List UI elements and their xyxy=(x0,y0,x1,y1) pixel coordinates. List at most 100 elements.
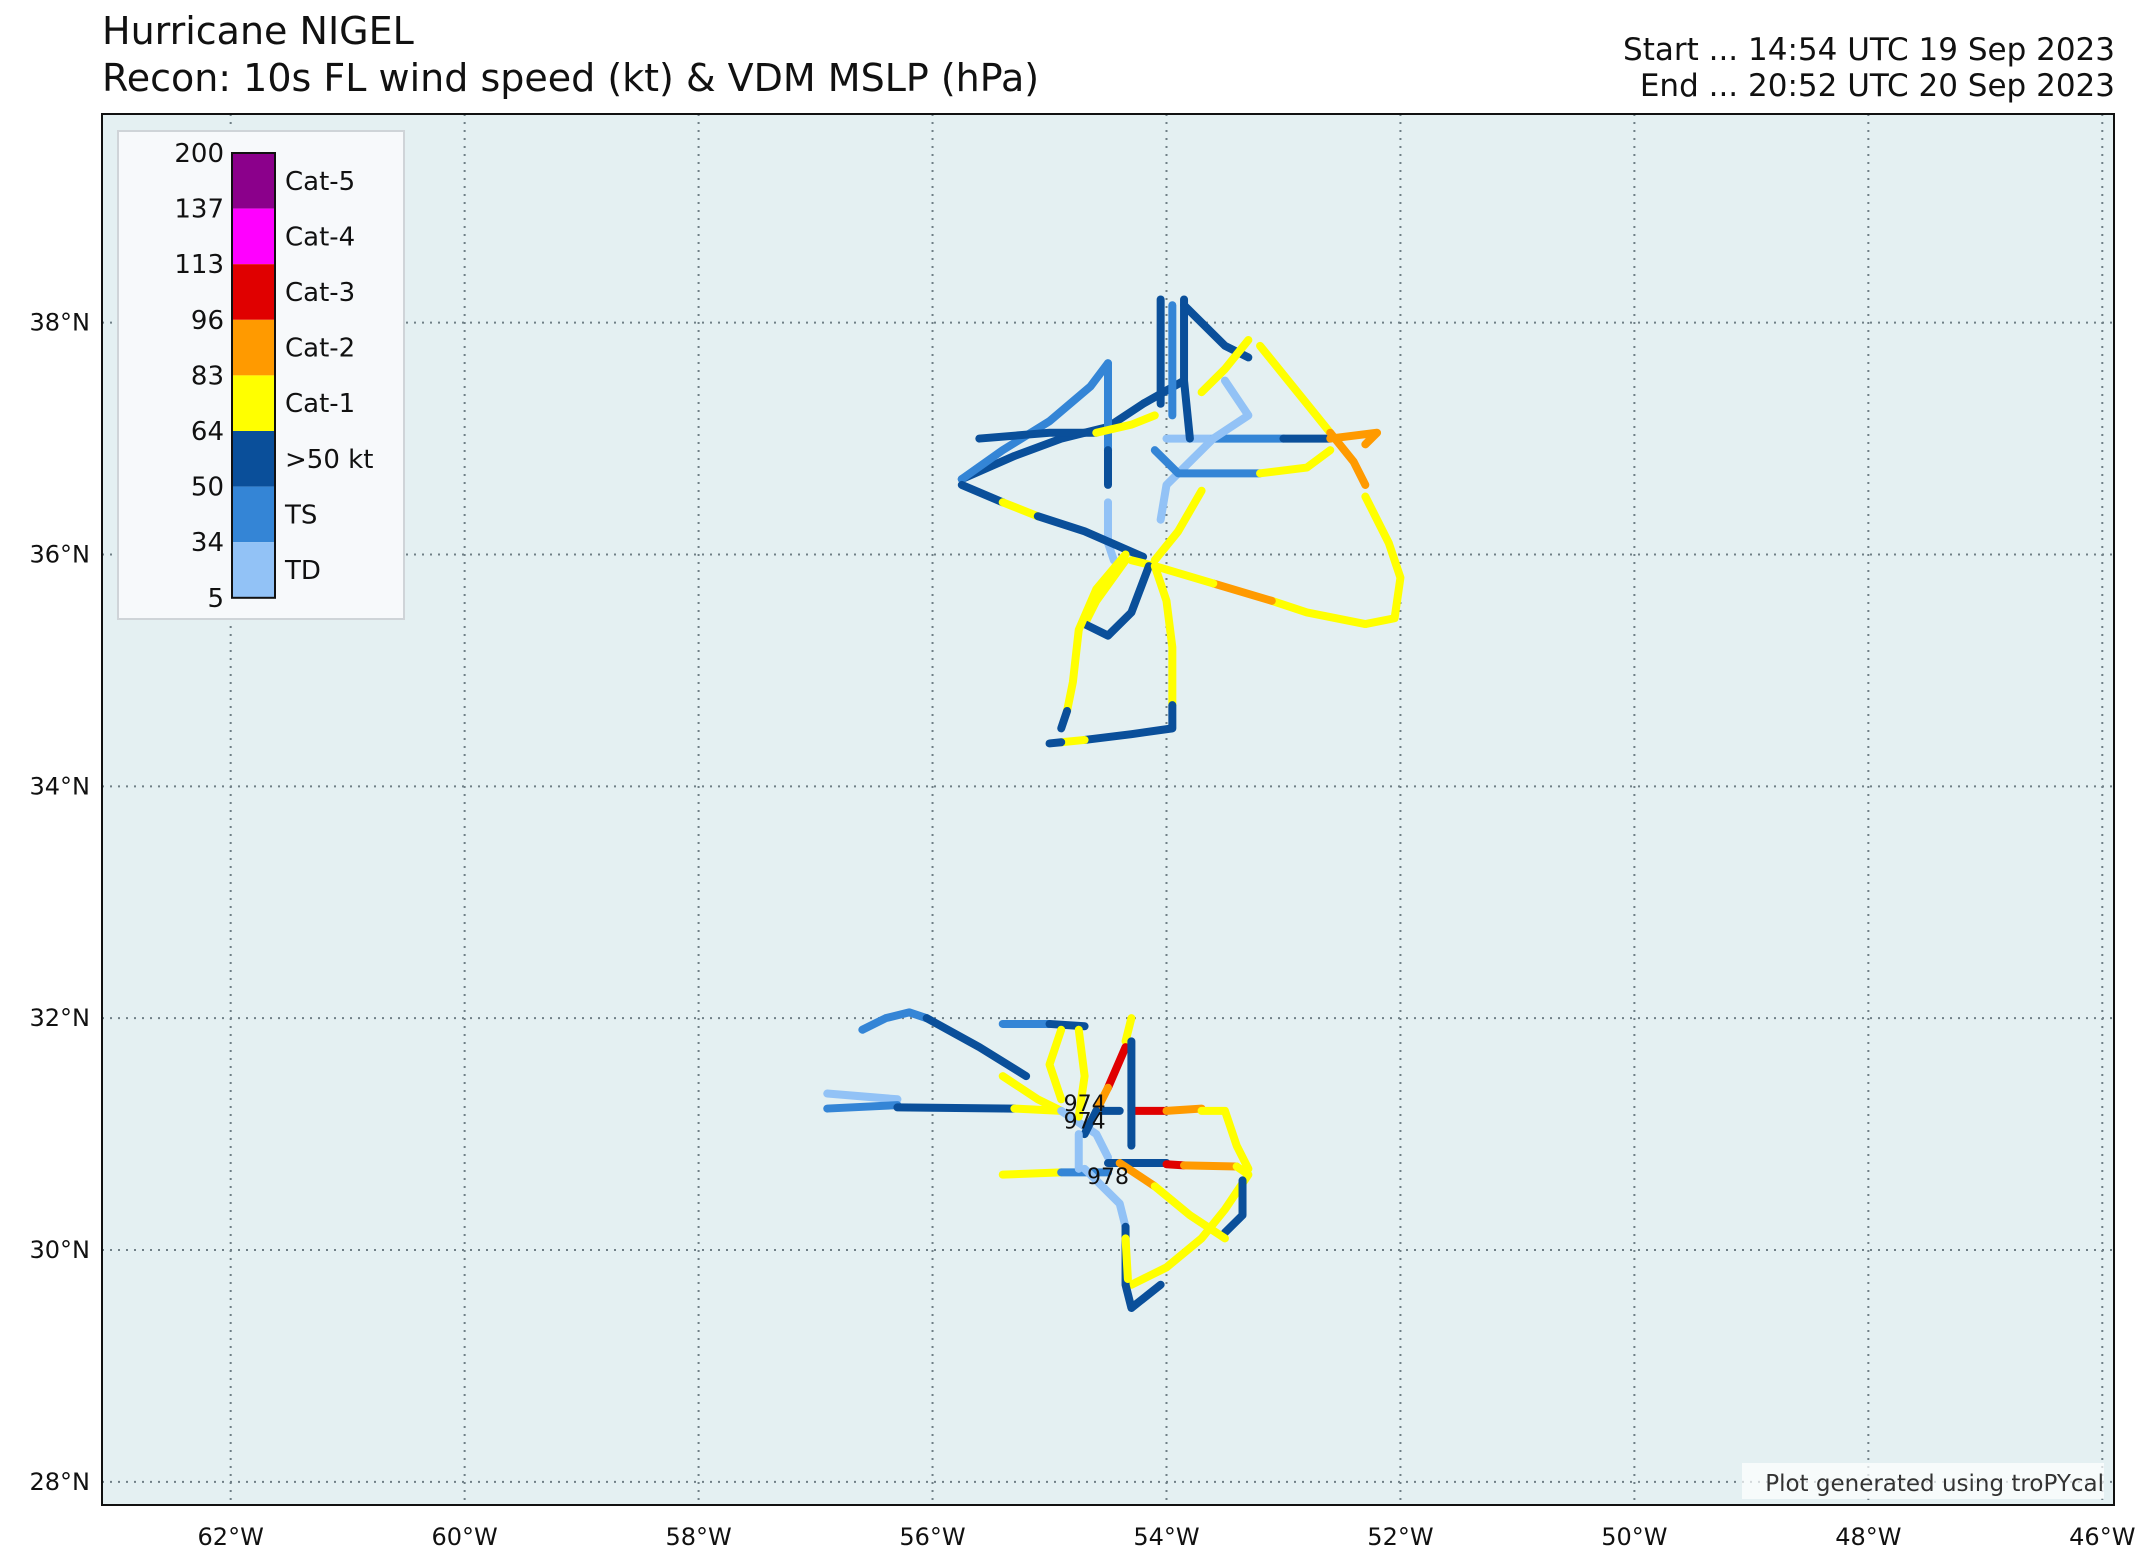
legend-category-label: >50 kt xyxy=(285,445,373,475)
track-segment xyxy=(1326,428,1382,449)
legend-swatch xyxy=(232,264,275,320)
track-segment xyxy=(1156,376,1253,524)
legend-swatch xyxy=(232,153,275,209)
track-segment xyxy=(1326,428,1370,489)
title-line-1: Hurricane NIGEL xyxy=(102,9,414,53)
track-segment xyxy=(1074,1025,1089,1121)
track-segment xyxy=(998,1168,1066,1179)
lat-tick-label: 32°N xyxy=(30,1004,91,1032)
legend-threshold-label: 137 xyxy=(174,195,224,225)
track-segment xyxy=(1033,512,1148,561)
track-segment xyxy=(1150,1182,1229,1243)
legend-category-label: Cat-4 xyxy=(285,222,355,252)
credit-background xyxy=(1742,1463,2104,1499)
track-segment xyxy=(957,359,1112,484)
legend-category-label: Cat-3 xyxy=(285,278,355,308)
track-segment xyxy=(1092,1083,1112,1115)
legend-threshold-label: 34 xyxy=(191,528,224,558)
track-segment xyxy=(1162,1104,1206,1115)
track-segment xyxy=(1197,1106,1253,1173)
start-time: Start ... 14:54 UTC 19 Sep 2023 xyxy=(1623,32,2115,68)
track-segment xyxy=(1150,486,1206,565)
track-segment xyxy=(1180,1161,1241,1171)
track-segment xyxy=(1361,492,1405,629)
legend-threshold-label: 5 xyxy=(207,584,224,614)
track-segment xyxy=(1104,1043,1130,1092)
track-segment xyxy=(1256,446,1335,478)
track-segment xyxy=(1256,341,1335,437)
ocean-background xyxy=(102,114,2114,1505)
legend-category-label: Cat-2 xyxy=(285,334,355,364)
track-segment xyxy=(858,1008,931,1034)
track-segment xyxy=(823,1089,902,1104)
lon-tick-label: 54°W xyxy=(1133,1523,1199,1551)
track-segment xyxy=(1267,596,1370,629)
track-segment xyxy=(1209,579,1276,605)
legend-category-label: Cat-1 xyxy=(285,389,355,419)
lon-tick-label: 60°W xyxy=(431,1523,497,1551)
mslp-label: 978 xyxy=(1087,1165,1129,1190)
legend-category-label: TS xyxy=(284,500,317,530)
track-segment xyxy=(1080,1164,1130,1231)
credit-text: Plot generated using troPYcal xyxy=(1765,1471,2104,1497)
legend-swatch xyxy=(232,208,275,265)
lat-tick-label: 38°N xyxy=(30,309,91,337)
track-segment xyxy=(998,498,1042,521)
track-segment xyxy=(1045,738,1066,748)
track-segment xyxy=(1045,1025,1066,1104)
legend-category-label: TD xyxy=(284,556,321,586)
track-segment xyxy=(893,1103,1019,1113)
track-segment xyxy=(1150,562,1177,710)
legend-swatch xyxy=(232,375,275,431)
legend-threshold-label: 200 xyxy=(174,139,224,169)
track-segment xyxy=(1080,562,1153,640)
lon-tick-label: 56°W xyxy=(899,1523,965,1551)
track-segment xyxy=(823,1101,902,1113)
recon-tracks xyxy=(823,295,1405,1312)
track-segment xyxy=(1127,1162,1253,1289)
end-time: End ... 20:52 UTC 20 Sep 2023 xyxy=(1639,68,2115,104)
lat-tick-label: 28°N xyxy=(30,1468,91,1496)
lat-tick-label: 34°N xyxy=(30,772,91,800)
track-segment xyxy=(1010,1104,1066,1115)
lat-tick-label: 30°N xyxy=(30,1236,91,1264)
legend-swatch xyxy=(232,542,275,598)
lon-tick-label: 48°W xyxy=(1835,1523,1901,1551)
legend-swatch xyxy=(232,431,275,487)
track-segment xyxy=(1121,1234,1132,1283)
track-segment xyxy=(1092,411,1159,437)
track-segment xyxy=(1057,706,1072,733)
track-segment xyxy=(1063,550,1130,715)
legend-bar-outline xyxy=(231,152,276,599)
map-frame xyxy=(101,113,2115,1506)
map-title: Hurricane NIGEL Recon: 10s FL wind speed… xyxy=(102,8,1039,102)
legend-threshold-label: 113 xyxy=(174,250,224,280)
legend-threshold-label: 64 xyxy=(191,417,224,447)
track-segment xyxy=(1080,1106,1101,1139)
lon-tick-label: 58°W xyxy=(665,1523,731,1551)
legend-threshold-label: 96 xyxy=(191,306,224,336)
legend-swatch xyxy=(232,319,275,376)
track-segment xyxy=(1220,1176,1247,1237)
track-segment xyxy=(1080,701,1177,744)
track-segment xyxy=(922,1014,1031,1081)
track-segment xyxy=(1057,1106,1112,1162)
wind-legend: Cat-5 Cat-4 Cat-3 Cat-2 Cat-1 >50 kt TS TD 200 13… xyxy=(117,130,405,620)
legend-threshold-label: 50 xyxy=(191,473,224,503)
legend-swatch xyxy=(232,486,275,543)
mslp-label: 974 xyxy=(1064,1109,1106,1134)
track-segment xyxy=(1150,446,1265,478)
legend-category-label: Cat-5 xyxy=(285,167,355,197)
lat-tick-label: 36°N xyxy=(30,540,91,568)
axis-ticks: 62°W 60°W 58°W 56°W 54°W 52°W 50°W 48°W 46°W 28°N… xyxy=(30,309,2135,1551)
lon-tick-label: 62°W xyxy=(198,1523,264,1551)
track-segment xyxy=(1121,1014,1136,1046)
track-segment xyxy=(1180,295,1194,443)
track-segment xyxy=(1115,1159,1159,1191)
lon-tick-label: 50°W xyxy=(1601,1523,1667,1551)
track-segment xyxy=(957,480,1007,507)
legend-threshold-label: 83 xyxy=(191,361,224,391)
time-range: Start ... 14:54 UTC 19 Sep 2023 End ... … xyxy=(1623,32,2115,104)
title-line-2: Recon: 10s FL wind speed (kt) & VDM MSLP… xyxy=(102,56,1040,100)
